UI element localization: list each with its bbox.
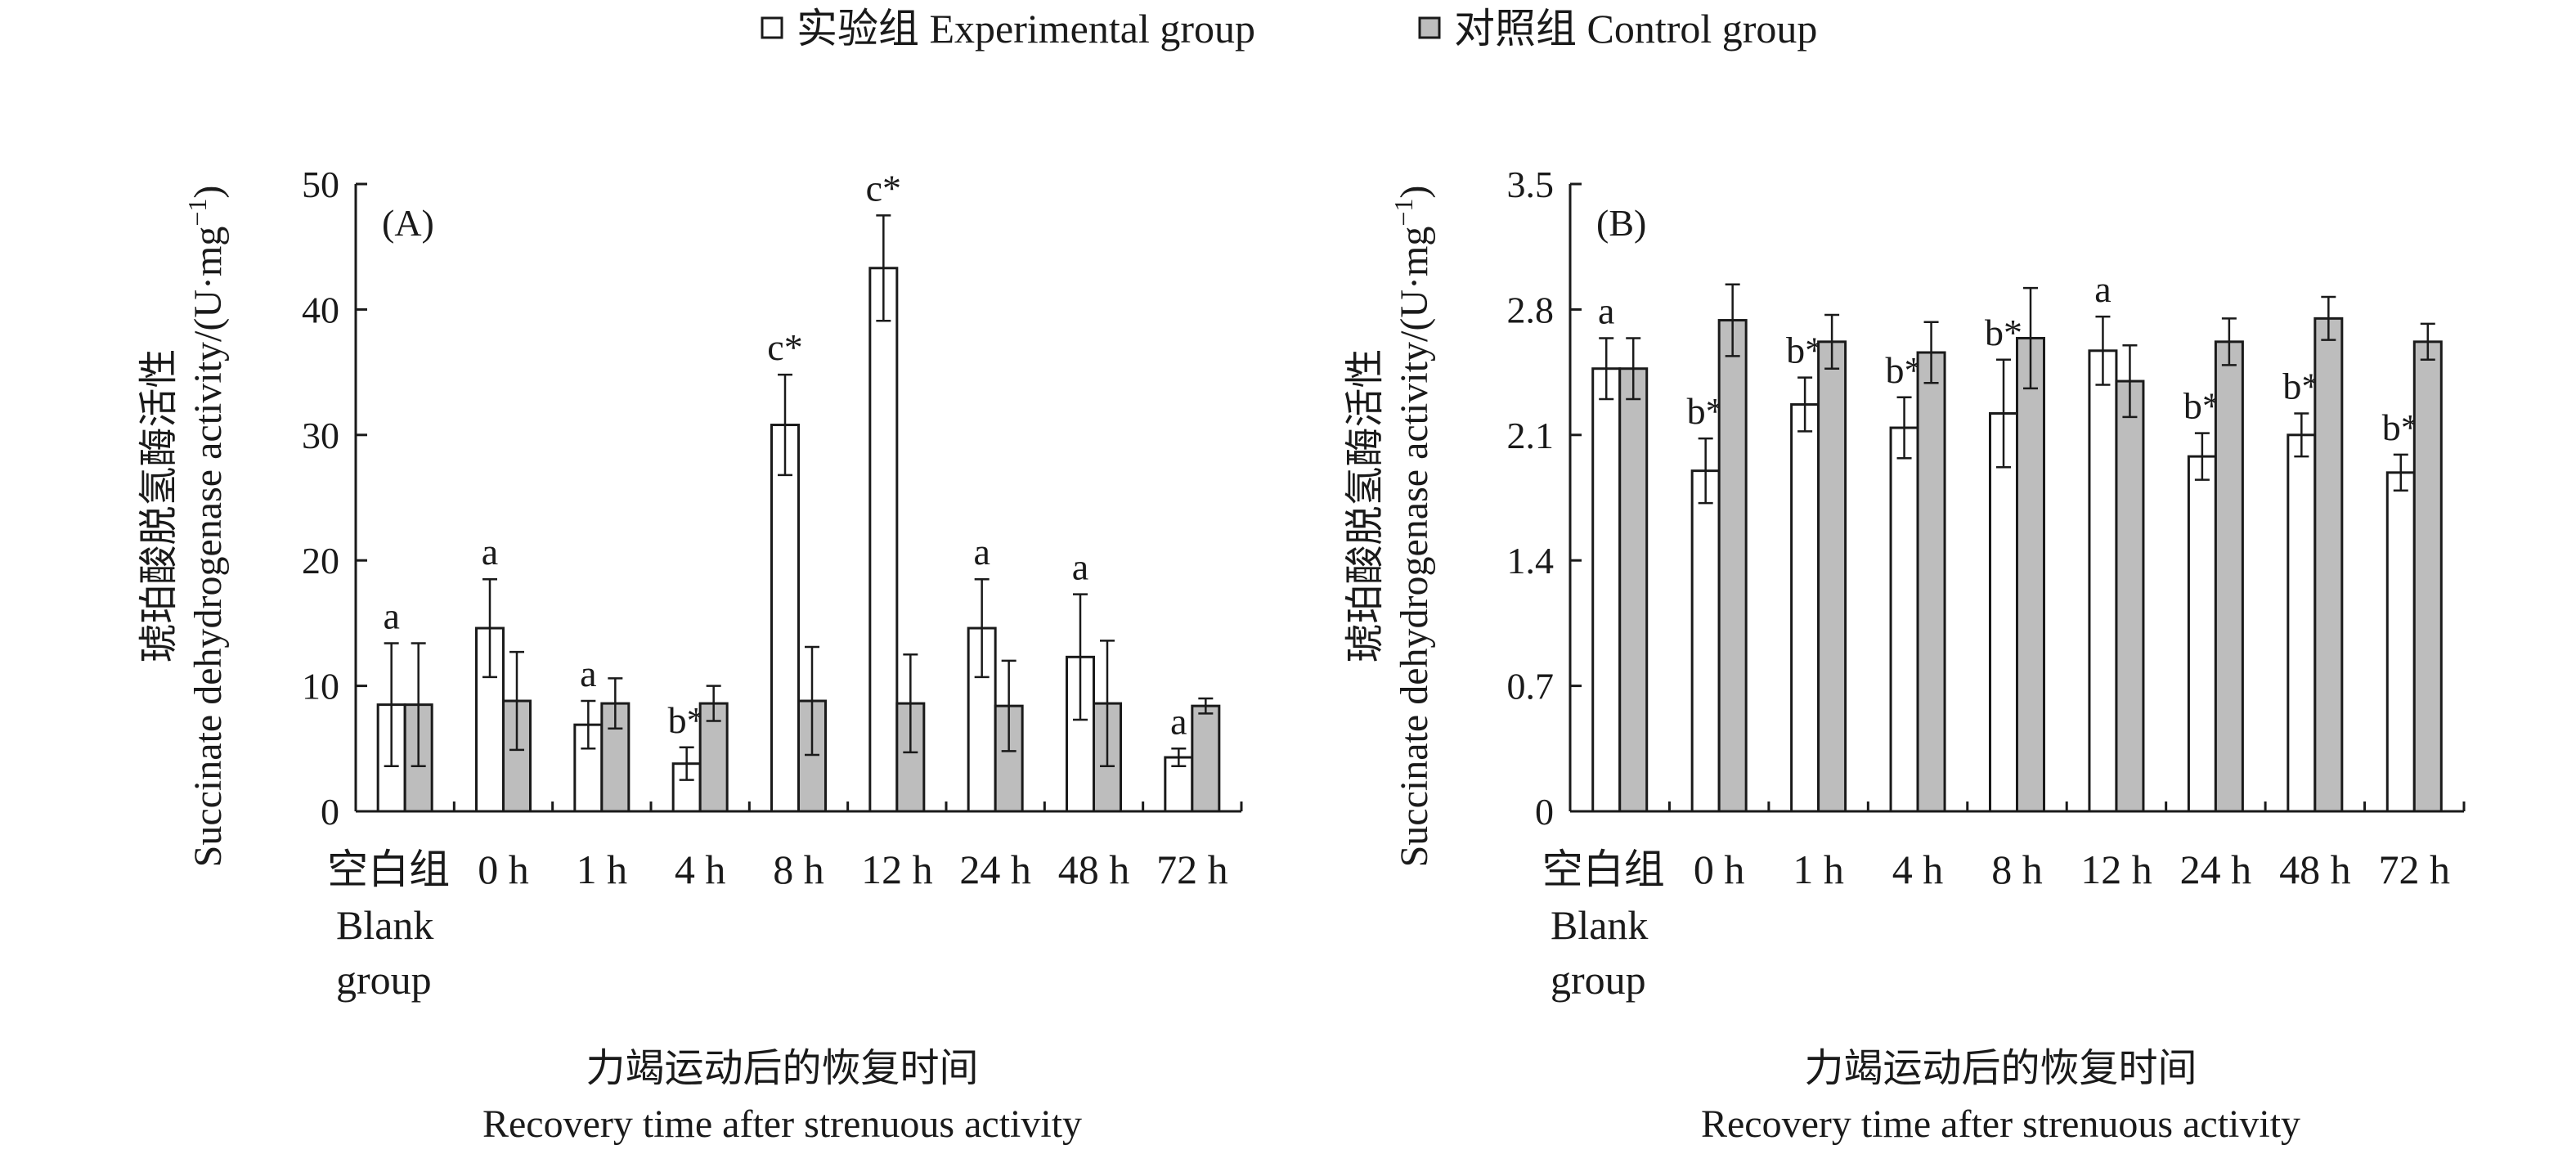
panel-a-y-tick-label: 50 [302, 164, 339, 205]
panel-a-significance-label: c* [767, 326, 802, 368]
panel-a-y-tick-label: 40 [302, 289, 339, 330]
panel-a-x-category-label: 48 h [1058, 846, 1130, 892]
panel-a-x-category-label: 24 h [959, 846, 1031, 892]
panel-a-x-category-label: 4 h [675, 846, 726, 892]
panel-a-y-axis-title-cn: 琥珀酸脱氢酶活性 [137, 348, 181, 662]
legend-label-control: 对照组 Control group [1454, 6, 1817, 52]
panel-b-x-category-label: 4 h [1892, 846, 1944, 892]
panel-a-bar-experimental [868, 267, 899, 813]
panel-b-y-tick-label: 3.5 [1507, 164, 1555, 205]
panel-b-bar-control [1817, 340, 1847, 813]
panel-b-bar-control [2412, 340, 2443, 813]
panel-b-significance-label: a [1598, 290, 1614, 331]
panel-b-bar-control [2313, 317, 2344, 813]
panel-b-y-tick-label: 2.1 [1507, 415, 1555, 456]
panel-b-y-axis-title-en: Succinate dehydrogenase activity/(U·mg−1… [1389, 186, 1436, 868]
panel-b-bar-control [1916, 351, 1946, 813]
panel-a-significance-label: a [973, 531, 990, 573]
panel-b-bar-control [2115, 379, 2145, 813]
panel-a-significance-label: a [580, 653, 596, 694]
panel-b-bar-experimental [2287, 433, 2317, 813]
legend-label-experimental: 实验组 Experimental group [797, 6, 1255, 52]
legend-swatch-control [1418, 16, 1441, 39]
panel-b-bar-experimental [1889, 426, 1919, 813]
panel-b-bar-control [2214, 340, 2244, 813]
panel-b-bar-control [1618, 367, 1649, 813]
panel-b-x-axis-title-en: Recovery time after strenuous activity [1701, 1102, 2300, 1146]
panel-b-significance-label: a [2094, 268, 2111, 310]
panel-a-panel-label: (A) [382, 202, 434, 244]
panel-b-y-axis-title-cn: 琥珀酸脱氢酶活性 [1344, 348, 1387, 662]
panel-b-bar-experimental [2088, 349, 2118, 813]
panel-a-y-tick-label: 10 [302, 666, 339, 707]
panel-a-significance-label: a [1170, 700, 1187, 742]
panel-a-y-tick-label: 20 [302, 540, 339, 581]
panel-a-x-category-label: 1 h [577, 846, 628, 892]
panel-b-x-category-label: 72 h [2379, 846, 2451, 892]
legend-swatch-experimental [761, 16, 783, 39]
panel-b-bar-experimental [1690, 469, 1721, 813]
panel-a-y-tick-label: 30 [302, 415, 339, 456]
panel-b-x-category-label: 空白组 [1542, 846, 1665, 892]
panel-a-x-category-sublabel: group [336, 957, 432, 1003]
panel-b-x-category-label: 48 h [2279, 846, 2351, 892]
panel-b-panel-label: (B) [1596, 202, 1646, 244]
panel-b-bar-experimental [2385, 471, 2416, 813]
panel-b-y-tick-label: 2.8 [1507, 289, 1555, 330]
panel-a-significance-label: a [1072, 546, 1088, 588]
panel-b-y-tick-label: 0 [1535, 791, 1554, 833]
panel-b-bar-control [2016, 336, 2045, 813]
panel-a-x-axis-title-en: Recovery time after strenuous activity [482, 1102, 1082, 1146]
panel-a-y-axis-title-en: Succinate dehydrogenase activity/(U·mg−1… [182, 186, 230, 868]
panel-b-x-category-label: 1 h [1793, 846, 1844, 892]
panel-a-x-category-label: 0 h [478, 846, 529, 892]
panel-a-x-category-label: 12 h [861, 846, 933, 892]
panel-a-x-axis-title-cn: 力竭运动后的恢复时间 [586, 1047, 978, 1090]
panel-b-x-category-sublabel: group [1551, 957, 1646, 1003]
panel-b-x-category-sublabel: Blank [1551, 902, 1648, 948]
panel-a-x-category-label: 空白组 [327, 846, 450, 892]
panel-b-x-category-label: 8 h [1991, 846, 2043, 892]
panel-a-bar-experimental [770, 424, 800, 813]
panel-a-significance-label: a [383, 595, 399, 636]
panel-a-x-category-label: 8 h [773, 846, 824, 892]
panel-b-bar-experimental [1591, 367, 1622, 813]
panel-a-y-tick-label: 0 [321, 791, 339, 833]
panel-b-y-tick-label: 0.7 [1507, 666, 1555, 707]
panel-b-bar-experimental [1790, 403, 1820, 813]
panel-b-x-category-label: 0 h [1694, 846, 1745, 892]
panel-a-significance-label: c* [866, 167, 901, 209]
panel-b-bar-experimental [2187, 455, 2217, 813]
panel-b-bar-experimental [1989, 412, 2018, 813]
panel-b-x-axis-title-cn: 力竭运动后的恢复时间 [1804, 1047, 2197, 1090]
panel-a-bar-control [1191, 704, 1221, 813]
legend: 实验组 Experimental group 对照组 Control group [761, 6, 1817, 52]
panel-a-x-category-sublabel: Blank [336, 902, 433, 948]
panel-b-y-tick-label: 1.4 [1507, 540, 1555, 581]
panel-a-x-category-label: 72 h [1156, 846, 1228, 892]
panel-b-bar-control [1717, 319, 1748, 813]
panel-b-x-category-label: 12 h [2080, 846, 2152, 892]
panel-b-x-category-label: 24 h [2180, 846, 2252, 892]
panel-a-significance-label: a [482, 531, 498, 573]
